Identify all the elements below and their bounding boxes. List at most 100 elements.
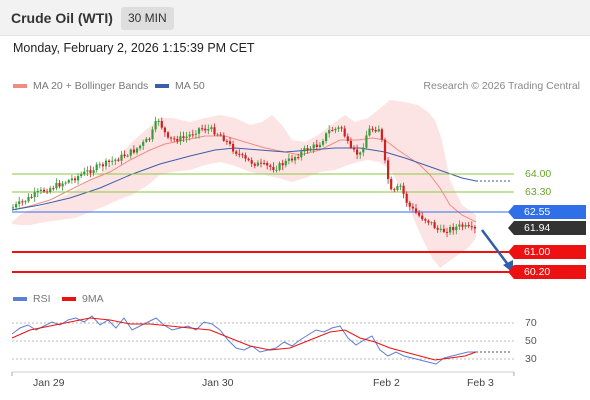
candle-body (250, 160, 253, 164)
candle-body (244, 155, 247, 159)
candle-body (225, 140, 228, 142)
candle-body (126, 155, 129, 157)
x-label-jan29: Jan 29 (33, 377, 65, 389)
copyright-text: Research © 2026 Trading Central (423, 80, 580, 92)
candle-body (442, 228, 445, 232)
candle-body (343, 128, 346, 137)
legend-ma50: MA 50 (155, 80, 205, 92)
candle-body (33, 192, 36, 198)
projection-arrow (481, 229, 510, 267)
candle-body (123, 154, 126, 157)
candle-body (272, 167, 275, 171)
candle-body (86, 170, 89, 172)
candle-body (201, 128, 204, 130)
candle-body (216, 134, 219, 136)
candle-body (325, 133, 328, 142)
legend-rsi: RSI (13, 293, 51, 305)
candle-body (163, 127, 166, 133)
rsi-legend-label: RSI (33, 293, 51, 305)
candle-body (349, 140, 352, 148)
ma50-legend-label: MA 50 (175, 80, 205, 92)
candle-body (247, 158, 250, 161)
candle-body (188, 134, 191, 137)
candle-body (371, 128, 374, 131)
candle-body (222, 135, 225, 141)
x-label-feb2: Feb 2 (373, 377, 400, 389)
candle-body (309, 148, 312, 151)
candle-body (170, 137, 173, 139)
candle-body (120, 154, 123, 161)
ma9-swatch (62, 297, 76, 301)
candle-body (430, 222, 433, 224)
candle-body (67, 180, 70, 183)
candle-body (27, 196, 30, 202)
candle-body (399, 185, 402, 187)
candle-body (297, 157, 300, 159)
candle-body (287, 158, 290, 161)
candle-body (467, 224, 470, 227)
bollinger-band (12, 100, 476, 268)
candle-body (142, 141, 145, 146)
rsi-swatch (13, 297, 27, 301)
candle-body (83, 171, 86, 175)
candle-body (458, 224, 461, 227)
timeframe-badge[interactable]: 30 MIN (121, 7, 174, 30)
candle-body (315, 144, 318, 147)
candle-body (228, 141, 232, 144)
rsi-level-70: 70 (525, 317, 537, 329)
candle-body (197, 128, 201, 134)
candle-body (424, 219, 427, 221)
candle-body (306, 148, 309, 151)
candle-body (154, 121, 157, 130)
candle-body (132, 149, 135, 153)
candle-body (58, 182, 61, 187)
candle-body (321, 141, 325, 145)
candle-body (421, 215, 424, 220)
candle-body (340, 127, 343, 129)
candle-body (377, 129, 380, 132)
candle-body (89, 170, 92, 173)
candle-body (173, 138, 176, 140)
candle-body (318, 144, 321, 147)
candle-body (185, 136, 188, 139)
candle-body (290, 158, 294, 161)
candle-body (111, 160, 114, 163)
candle-body (374, 130, 377, 132)
candle-body (418, 212, 421, 216)
candle-body (256, 162, 259, 166)
candle-body (346, 136, 349, 141)
candle-body (148, 138, 151, 140)
last-price-tag: 61.94 (508, 221, 586, 235)
candle-body (259, 162, 263, 164)
candle-body (436, 227, 439, 230)
rsi-9ma-line (11, 317, 477, 361)
candle-body (95, 164, 98, 171)
candle-body (383, 139, 387, 161)
x-label-jan30: Jan 30 (202, 377, 234, 389)
ma20-swatch (13, 84, 27, 88)
candle-body (80, 174, 83, 177)
level-label-r2: 64.00 (525, 168, 552, 180)
candle-body (24, 201, 27, 203)
legend-ma20: MA 20 + Bollinger Bands (13, 80, 148, 92)
candle-body (328, 130, 331, 134)
candle-body (77, 176, 80, 181)
candle-body (449, 227, 452, 233)
candle-body (455, 226, 458, 231)
candle-body (235, 151, 238, 154)
candle-body (470, 226, 473, 228)
candle-body (61, 183, 64, 187)
candle-body (263, 162, 266, 164)
candle-body (157, 120, 160, 122)
candle-body (210, 127, 213, 130)
candle-body (194, 133, 197, 135)
candle-body (452, 227, 455, 231)
candle-body (70, 178, 73, 181)
candle-body (64, 182, 67, 184)
candle-body (445, 231, 449, 233)
candle-body (207, 129, 210, 131)
candle-body (139, 145, 142, 149)
candle-body (461, 224, 464, 227)
candle-body (473, 226, 476, 229)
